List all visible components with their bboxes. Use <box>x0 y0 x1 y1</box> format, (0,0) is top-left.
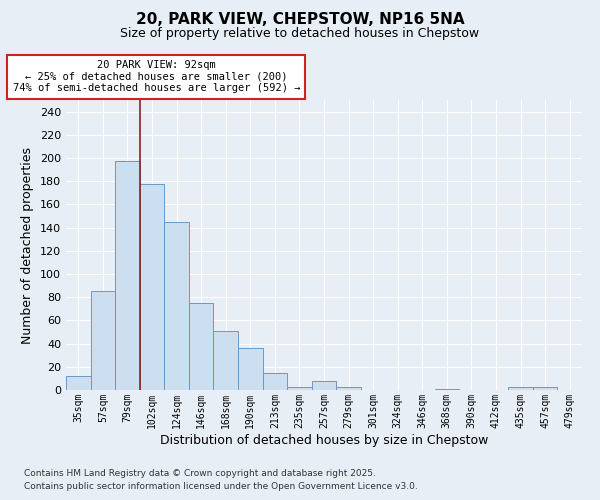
Bar <box>434 389 459 390</box>
Bar <box>66 376 91 390</box>
Bar <box>533 386 557 390</box>
Bar <box>214 331 238 390</box>
Bar <box>287 386 312 390</box>
Text: Contains public sector information licensed under the Open Government Licence v3: Contains public sector information licen… <box>24 482 418 491</box>
Bar <box>508 386 533 390</box>
X-axis label: Distribution of detached houses by size in Chepstow: Distribution of detached houses by size … <box>160 434 488 446</box>
Bar <box>164 222 189 390</box>
Bar <box>312 380 336 390</box>
Text: 20 PARK VIEW: 92sqm
← 25% of detached houses are smaller (200)
74% of semi-detac: 20 PARK VIEW: 92sqm ← 25% of detached ho… <box>13 60 300 94</box>
Bar <box>140 184 164 390</box>
Bar <box>91 292 115 390</box>
Text: 20, PARK VIEW, CHEPSTOW, NP16 5NA: 20, PARK VIEW, CHEPSTOW, NP16 5NA <box>136 12 464 28</box>
Y-axis label: Number of detached properties: Number of detached properties <box>22 146 34 344</box>
Text: Contains HM Land Registry data © Crown copyright and database right 2025.: Contains HM Land Registry data © Crown c… <box>24 468 376 477</box>
Bar <box>263 372 287 390</box>
Bar <box>115 162 140 390</box>
Bar <box>336 386 361 390</box>
Bar <box>238 348 263 390</box>
Bar <box>189 303 214 390</box>
Text: Size of property relative to detached houses in Chepstow: Size of property relative to detached ho… <box>121 28 479 40</box>
